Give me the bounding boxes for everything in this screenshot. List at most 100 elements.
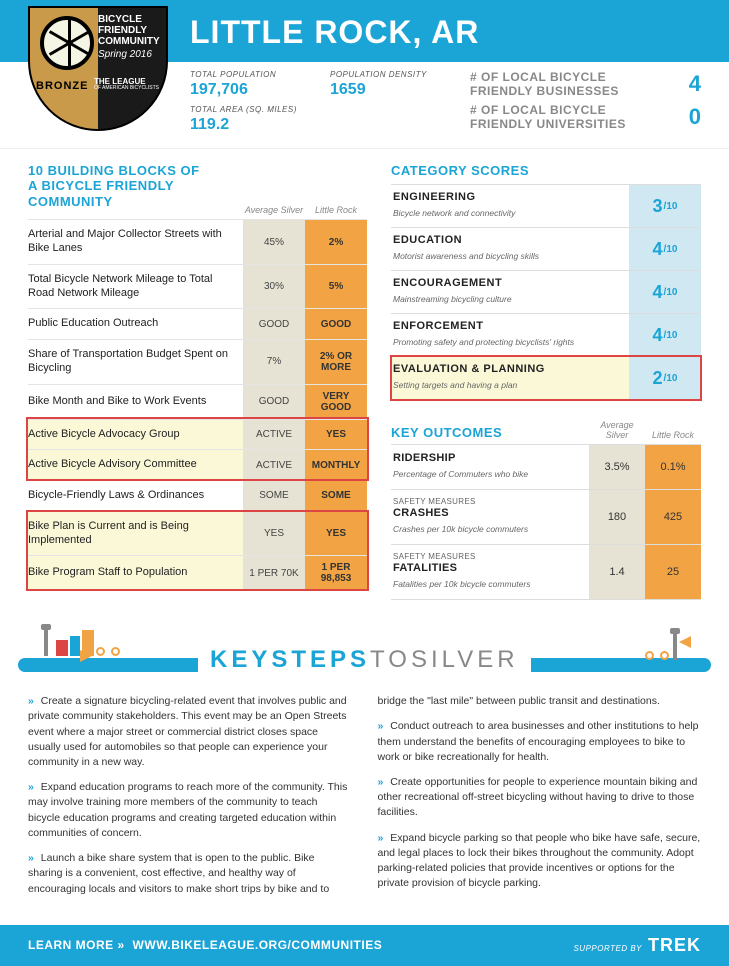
chevron-icon: » [28,695,34,707]
col-head-avg: Average Silver [243,205,305,215]
stat-label: TOTAL AREA (sq. miles) [190,105,310,114]
wheel-icon [40,16,94,70]
keysteps-title: KEYSTEPSTOSILVER [198,646,531,674]
city-title: LITTLE ROCK, AR [190,14,479,51]
cat-score: 4/10 [629,228,701,270]
cat-score: 2/10 [629,357,701,399]
arrow-left-icon [679,636,691,648]
body-paragraph: » Create a signature bicycling-related e… [28,694,352,770]
chevron-icon: » [378,832,384,844]
row-label: Arterial and Major Collector Streets wit… [28,220,243,264]
category-scores-title: CATEGORY SCORES [391,163,701,179]
row-avg: ACTIVE [243,450,305,480]
cat-score: 4/10 [629,271,701,313]
row-avg: 30% [243,265,305,309]
table-row: SAFETY MEASURESCRASHESCrashes per 10k bi… [391,489,701,544]
col-head-you: Little Rock [645,430,701,440]
row-avg: SOME [243,481,305,511]
row-you: MONTHLY [305,450,367,480]
cat-name: EVALUATION & PLANNINGSetting targets and… [391,357,629,399]
ko-label: SAFETY MEASURESFATALITIESFatalities per … [391,545,589,599]
arrow-right-icon [80,650,92,662]
ko-label: SAFETY MEASURESCRASHESCrashes per 10k bi… [391,490,589,544]
stat-label: POPULATION DENSITY [330,70,450,79]
badge-level: BRONZE [36,80,88,92]
cat-score: 3/10 [629,185,701,227]
row-you: YES [305,512,367,556]
chevron-icon: » [378,776,384,788]
keysteps-banner: KEYSTEPSTOSILVER [0,628,729,684]
ko-label: RIDERSHIPPercentage of Commuters who bik… [391,445,589,489]
row-avg: ACTIVE [243,420,305,450]
award-badge: BICYCLE FRIENDLY COMMUNITYSpring 2016 BR… [28,6,168,141]
row-avg: GOOD [243,385,305,419]
row-avg: 7% [243,340,305,384]
footer: LEARN MORE » WWW.BIKELEAGUE.ORG/COMMUNIT… [0,925,729,966]
ko-avg: 180 [589,490,645,544]
table-row: Active Bicycle Advisory CommitteeACTIVEM… [28,449,367,480]
table-row: ENFORCEMENTPromoting safety and protecti… [391,313,701,356]
footer-learn-more: LEARN MORE » WWW.BIKELEAGUE.ORG/COMMUNIT… [28,938,382,952]
col-head-you: Little Rock [305,205,367,215]
signal-icon [44,630,48,656]
count-label: # OF LOCAL BICYCLE FRIENDLY UNIVERSITIES [470,103,671,132]
chevron-icon: » [378,720,384,732]
body-paragraph: » Launch a bike share system that is ope… [28,851,352,897]
stat-population: 197,706 [190,81,310,99]
building-blocks-table: Arterial and Major Collector Streets wit… [28,219,367,590]
table-row: Public Education OutreachGOODGOOD [28,308,367,339]
ko-you: 0.1% [645,445,701,489]
count-label: # OF LOCAL BICYCLE FRIENDLY BUSINESSES [470,70,671,99]
cat-name: ENGINEERINGBicycle network and connectiv… [391,185,629,227]
row-avg: GOOD [243,309,305,339]
row-you: 1 PER 98,853 [305,556,367,590]
table-row: ENGINEERINGBicycle network and connectiv… [391,184,701,227]
table-row: Active Bicycle Advocacy GroupACTIVEYES [28,419,367,450]
ko-you: 25 [645,545,701,599]
cat-score: 4/10 [629,314,701,356]
table-row: EVALUATION & PLANNINGSetting targets and… [391,356,701,400]
key-outcomes-title: KEY OUTCOMES [391,425,589,441]
table-row: Bike Month and Bike to Work EventsGOODVE… [28,384,367,419]
count-businesses: 4 [671,71,701,97]
row-label: Active Bicycle Advisory Committee [28,450,243,480]
cat-name: ENCOURAGEMENTMainstreaming bicycling cul… [391,271,629,313]
table-row: Bike Plan is Current and is Being Implem… [28,511,367,556]
body-paragraph: » Expand bicycle parking so that people … [378,831,702,892]
key-outcomes-table: RIDERSHIPPercentage of Commuters who bik… [391,444,701,600]
chevron-icon: » [28,852,34,864]
row-you: YES [305,420,367,450]
signal-icon [673,634,677,660]
building-blocks-title: 10 BUILDING BLOCKS OFA BICYCLE FRIENDLY … [28,163,243,210]
ko-avg: 1.4 [589,545,645,599]
ko-you: 425 [645,490,701,544]
category-scores-table: ENGINEERINGBicycle network and connectiv… [391,184,701,400]
bike-icon [645,644,669,660]
building-icon [70,636,80,656]
body-paragraph: » Create opportunities for people to exp… [378,775,702,821]
row-avg: 45% [243,220,305,264]
table-row: Total Bicycle Network Mileage to Total R… [28,264,367,309]
table-row: EDUCATIONMotorist awareness and bicyclin… [391,227,701,270]
row-avg: 1 PER 70K [243,556,305,590]
count-universities: 0 [671,104,701,130]
body-paragraph: » Conduct outreach to area businesses an… [378,719,702,765]
col-head-avg: Average Silver [589,420,645,440]
row-label: Bicycle-Friendly Laws & Ordinances [28,481,243,511]
row-you: 2% OR MORE [305,340,367,384]
row-label: Public Education Outreach [28,309,243,339]
table-row: ENCOURAGEMENTMainstreaming bicycling cul… [391,270,701,313]
body-text: » Create a signature bicycling-related e… [0,694,729,925]
row-you: GOOD [305,309,367,339]
badge-league: THE LEAGUEOF AMERICAN BICYCLISTS [94,78,160,91]
header-band: BICYCLE FRIENDLY COMMUNITYSpring 2016 BR… [0,0,729,62]
cat-name: EDUCATIONMotorist awareness and bicyclin… [391,228,629,270]
row-label: Share of Transportation Budget Spent on … [28,340,243,384]
row-you: 5% [305,265,367,309]
chevron-icon: » [28,781,34,793]
ko-avg: 3.5% [589,445,645,489]
building-icon [56,640,68,656]
table-row: RIDERSHIPPercentage of Commuters who bik… [391,444,701,489]
badge-title: BICYCLE FRIENDLY COMMUNITYSpring 2016 [98,14,160,60]
row-label: Total Bicycle Network Mileage to Total R… [28,265,243,309]
